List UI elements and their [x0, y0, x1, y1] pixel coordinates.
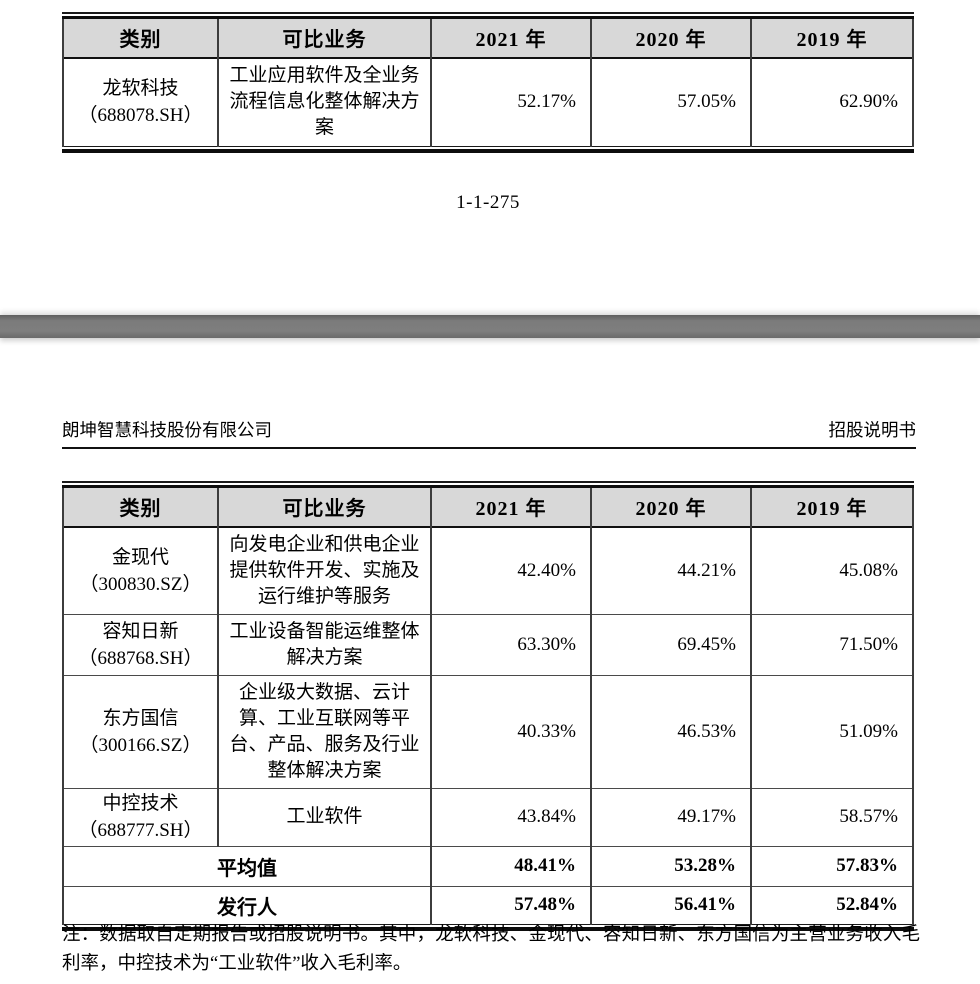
average-label: 平均值	[62, 846, 432, 886]
value-2021: 40.33%	[430, 675, 592, 788]
value-2019: 45.08%	[750, 526, 914, 614]
company-name: 金现代	[111, 546, 169, 568]
value-2021: 63.30%	[430, 614, 592, 675]
table1-header-row: 类别 可比业务 2021 年 2020 年 2019 年	[62, 17, 914, 58]
company-code: （300830.SZ）	[79, 573, 202, 595]
value-2020: 44.21%	[590, 526, 752, 614]
page-separator-bar	[0, 315, 980, 338]
document-type-label: 招股说明书	[828, 420, 917, 440]
table-row: 金现代 （300830.SZ） 向发电企业和供电企业提供软件开发、实施及运行维护…	[62, 526, 914, 614]
business-cell: 工业设备智能运维整体解决方案	[217, 614, 432, 675]
col-header-2020: 2020 年	[590, 17, 752, 58]
comparable-margin-table-page2: 类别 可比业务 2021 年 2020 年 2019 年 金现代 （300830…	[62, 481, 914, 931]
margin-table-2: 类别 可比业务 2021 年 2020 年 2019 年 金现代 （300830…	[62, 485, 914, 925]
col-header-2021: 2021 年	[430, 486, 592, 527]
company-code: （688777.SH）	[78, 820, 203, 841]
document-header: 朗坤智慧科技股份有限公司 招股说明书	[62, 418, 916, 449]
table-row: 中控技术 （688777.SH） 工业软件 43.84% 49.17% 58.5…	[62, 788, 914, 846]
company-code: （688078.SH）	[78, 105, 203, 127]
margin-table-1: 类别 可比业务 2021 年 2020 年 2019 年 龙软科技 （68807…	[62, 16, 914, 147]
average-2020: 53.28%	[590, 846, 752, 886]
company-cell: 东方国信 （300166.SZ）	[62, 675, 219, 788]
company-cell: 龙软科技 （688078.SH）	[62, 57, 219, 147]
value-2020: 46.53%	[590, 675, 752, 788]
summary-row-average: 平均值 48.41% 53.28% 57.83%	[62, 846, 914, 886]
issuer-label: 发行人	[62, 886, 432, 924]
business-cell: 工业应用软件及全业务流程信息化整体解决方案	[217, 57, 432, 147]
table-row: 容知日新 （688768.SH） 工业设备智能运维整体解决方案 63.30% 6…	[62, 614, 914, 675]
col-header-2019: 2019 年	[750, 17, 914, 58]
issuer-2020: 56.41%	[590, 886, 752, 924]
value-2021: 52.17%	[430, 57, 592, 147]
value-2019: 58.57%	[750, 788, 914, 846]
company-name: 容知日新	[102, 620, 179, 642]
table2-header-row: 类别 可比业务 2021 年 2020 年 2019 年	[62, 486, 914, 527]
value-2021: 43.84%	[430, 788, 592, 846]
average-2021: 48.41%	[430, 846, 592, 886]
value-2019: 51.09%	[750, 675, 914, 788]
company-code: （688768.SH）	[78, 647, 203, 669]
summary-row-issuer: 发行人 57.48% 56.41% 52.84%	[62, 886, 914, 924]
business-cell: 工业软件	[217, 788, 432, 846]
business-cell: 企业级大数据、云计算、工业互联网等平台、产品、服务及行业整体解决方案	[217, 675, 432, 788]
table-row: 东方国信 （300166.SZ） 企业级大数据、云计算、工业互联网等平台、产品、…	[62, 675, 914, 788]
value-2020: 57.05%	[590, 57, 752, 147]
company-cell: 容知日新 （688768.SH）	[62, 614, 219, 675]
company-name: 东方国信	[102, 707, 179, 729]
company-cell: 金现代 （300830.SZ）	[62, 526, 219, 614]
issuer-2021: 57.48%	[430, 886, 592, 924]
company-code: （300166.SZ）	[79, 734, 202, 756]
value-2019: 71.50%	[750, 614, 914, 675]
company-name: 龙软科技	[102, 78, 179, 100]
company-name: 中控技术	[102, 793, 179, 814]
value-2020: 49.17%	[590, 788, 752, 846]
company-title: 朗坤智慧科技股份有限公司	[62, 420, 272, 440]
col-header-2020: 2020 年	[590, 486, 752, 527]
page-number: 1-1-275	[456, 192, 520, 213]
company-cell: 中控技术 （688777.SH）	[62, 788, 219, 846]
comparable-margin-table-page1: 类别 可比业务 2021 年 2020 年 2019 年 龙软科技 （68807…	[62, 12, 914, 153]
col-header-2021: 2021 年	[430, 17, 592, 58]
value-2020: 69.45%	[590, 614, 752, 675]
average-2019: 57.83%	[750, 846, 914, 886]
col-header-2019: 2019 年	[750, 486, 914, 527]
col-header-business: 可比业务	[217, 17, 432, 58]
col-header-category: 类别	[62, 17, 219, 58]
value-2021: 42.40%	[430, 526, 592, 614]
col-header-business: 可比业务	[217, 486, 432, 527]
issuer-2019: 52.84%	[750, 886, 914, 924]
value-2019: 62.90%	[750, 57, 914, 147]
business-cell: 向发电企业和供电企业提供软件开发、实施及运行维护等服务	[217, 526, 432, 614]
table-footnote: 注：数据取自定期报告或招股说明书。其中，龙软科技、金现代、容知日新、东方国信为主…	[62, 925, 920, 974]
col-header-category: 类别	[62, 486, 219, 527]
table-row: 龙软科技 （688078.SH） 工业应用软件及全业务流程信息化整体解决方案 5…	[62, 57, 914, 147]
